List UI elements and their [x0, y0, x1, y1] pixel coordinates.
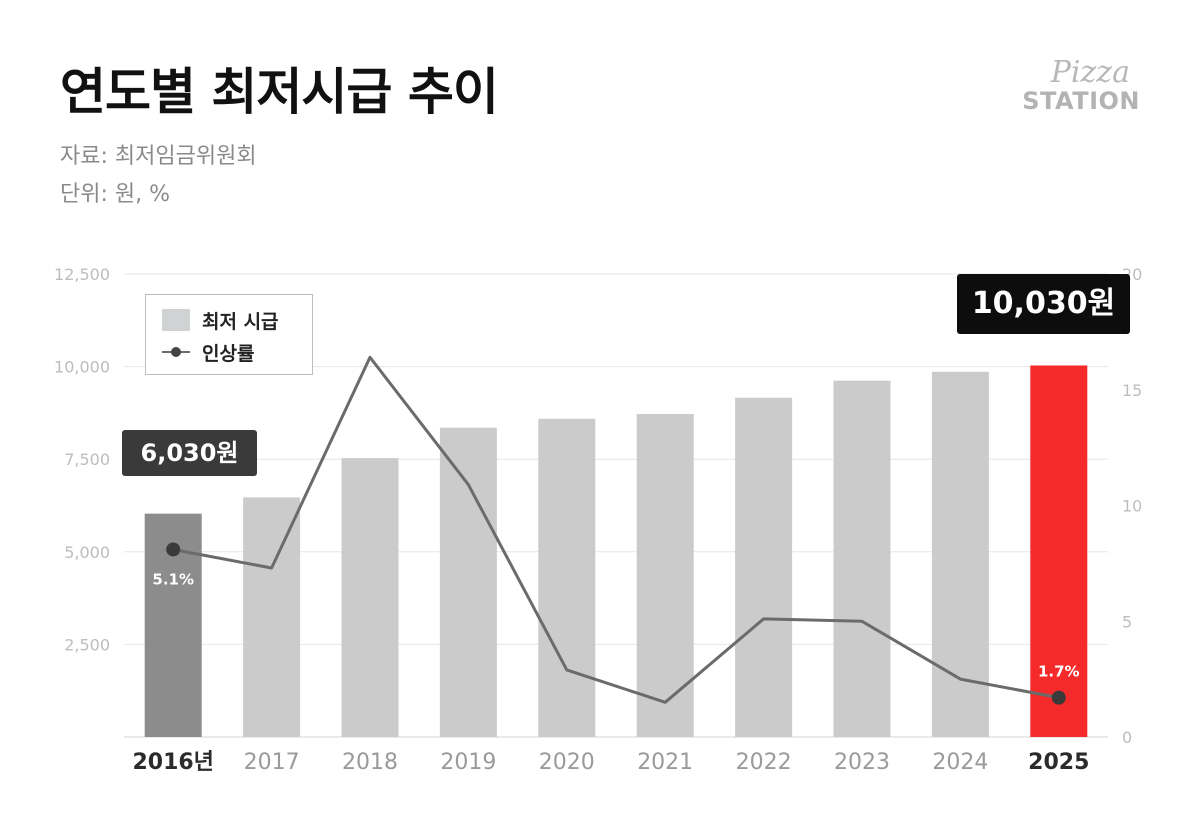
y-right-tick-label: 10	[1122, 497, 1142, 516]
legend-item-line: 인상률	[162, 339, 254, 365]
brand-logo-line1: Pizza	[1050, 55, 1130, 90]
y-right-tick-label: 15	[1122, 381, 1142, 400]
legend-line-label: 인상률	[202, 342, 255, 365]
bar	[341, 458, 399, 737]
x-tick-label: 2019	[440, 750, 496, 775]
y-left-tick-label: 7,500	[64, 450, 110, 469]
rate-line	[172, 355, 1060, 704]
bar	[243, 497, 301, 737]
bar	[833, 380, 891, 737]
chart-legend: 최저 시급 인상률	[145, 294, 313, 375]
x-tick-label: 2025	[1028, 750, 1089, 775]
callout-last-value: 10,030원	[957, 274, 1130, 334]
legend-item-bar: 최저 시급	[162, 307, 279, 333]
bar	[636, 414, 694, 737]
y-left-tick-label: 10,000	[54, 358, 110, 377]
x-tick-label: 2016년	[132, 750, 213, 775]
x-tick-label: 2024	[932, 750, 988, 775]
x-tick-label: 2023	[834, 750, 890, 775]
legend-bar-swatch	[162, 309, 190, 331]
y-left-tick-label: 5,000	[64, 543, 110, 562]
brand-logo-line2: STATION	[1022, 87, 1140, 115]
bar	[1030, 365, 1088, 737]
bar	[735, 397, 793, 737]
y-left-tick-label: 12,500	[54, 265, 110, 284]
bar	[538, 418, 596, 737]
x-tick-label: 2021	[637, 750, 693, 775]
page-title: 연도별 최저시급 추이	[60, 63, 499, 121]
source-note: 자료: 최저임금위원회	[60, 144, 257, 169]
bar	[931, 371, 989, 737]
x-tick-label: 2018	[342, 750, 398, 775]
y-left-tick-label: 2,500	[64, 635, 110, 654]
bar	[439, 427, 497, 737]
legend-bar-label: 최저 시급	[202, 310, 279, 333]
y-right-tick-label: 0	[1122, 728, 1132, 747]
x-tick-label: 2017	[244, 750, 300, 775]
rate-point-label: 5.1%	[152, 570, 194, 588]
rate-point-label: 1.7%	[1038, 663, 1080, 681]
x-tick-label: 2020	[539, 750, 595, 775]
brand-logo: Pizza STATION	[940, 55, 1140, 115]
x-tick-label: 2022	[736, 750, 792, 775]
unit-note: 단위: 원, %	[60, 182, 171, 207]
legend-line-swatch	[162, 341, 190, 363]
rate-point	[1051, 690, 1066, 705]
y-right-tick-label: 5	[1122, 612, 1132, 631]
callout-first-value: 6,030원	[122, 430, 257, 476]
rate-point	[166, 542, 181, 557]
